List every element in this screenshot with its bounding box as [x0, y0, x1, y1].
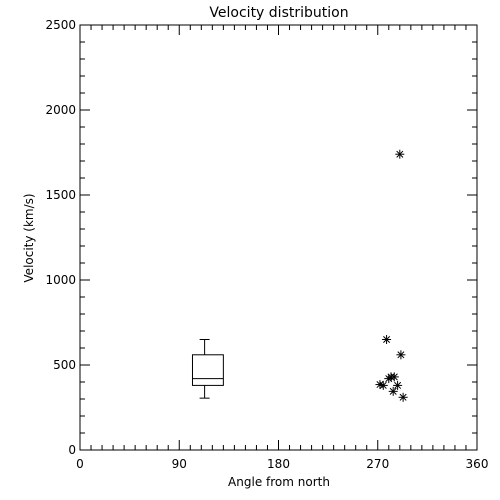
data-point [398, 392, 408, 402]
y-tick-label: 1000 [45, 273, 76, 287]
x-tick-label: 180 [267, 457, 290, 471]
y-tick-label: 0 [68, 443, 76, 457]
x-tick-label: 360 [466, 457, 489, 471]
data-point [382, 335, 392, 344]
data-point [388, 386, 398, 396]
data-point [389, 372, 399, 382]
y-axis-label: Velocity (km/s) [22, 193, 36, 282]
x-tick-label: 270 [366, 457, 389, 471]
y-tick-label: 1500 [45, 188, 76, 202]
y-tick-label: 2000 [45, 103, 76, 117]
data-point [395, 149, 405, 159]
chart-title: Velocity distribution [209, 5, 348, 21]
data-point [384, 374, 394, 384]
data-point [396, 350, 406, 360]
y-tick-label: 2500 [45, 18, 76, 32]
y-tick-label: 500 [53, 358, 76, 372]
plot-frame [79, 24, 478, 451]
x-tick-label: 90 [172, 457, 187, 471]
x-axis-label: Angle from north [228, 475, 330, 489]
data-point [393, 380, 403, 390]
data-point [378, 380, 388, 390]
boxplot-box [191, 354, 224, 386]
x-tick-label: 0 [76, 457, 84, 471]
